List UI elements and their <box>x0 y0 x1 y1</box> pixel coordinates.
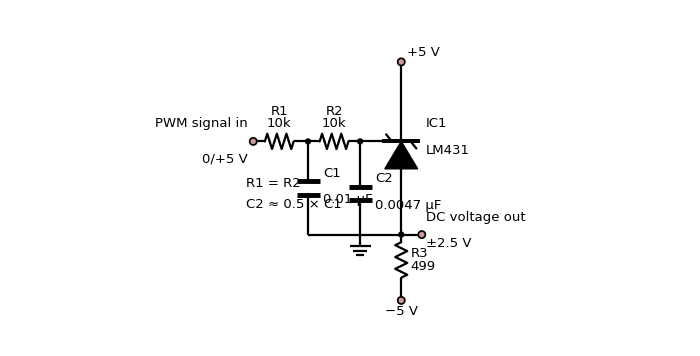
Text: IC1: IC1 <box>426 117 447 130</box>
Text: R2: R2 <box>326 105 343 118</box>
Text: 0.0047 μF: 0.0047 μF <box>375 199 442 212</box>
Text: +5 V: +5 V <box>407 46 440 59</box>
Text: R3: R3 <box>411 247 428 260</box>
Text: R1: R1 <box>270 105 288 118</box>
Circle shape <box>398 297 405 304</box>
Polygon shape <box>385 141 418 169</box>
Text: C2 ≈ 0.5 × C1: C2 ≈ 0.5 × C1 <box>246 198 342 211</box>
Text: C2: C2 <box>375 172 393 185</box>
Text: C1: C1 <box>323 167 341 180</box>
Circle shape <box>399 232 404 237</box>
Text: 10k: 10k <box>267 117 292 130</box>
Circle shape <box>398 58 405 66</box>
Text: ±2.5 V: ±2.5 V <box>426 237 471 250</box>
Circle shape <box>358 139 363 144</box>
Text: 0/+5 V: 0/+5 V <box>202 152 248 166</box>
Circle shape <box>418 231 426 238</box>
Circle shape <box>306 139 311 144</box>
Text: 499: 499 <box>411 260 436 273</box>
Text: 0.01 μF: 0.01 μF <box>323 194 372 206</box>
Text: 10k: 10k <box>322 117 346 130</box>
Text: R1 = R2: R1 = R2 <box>246 177 301 190</box>
Text: PWM signal in: PWM signal in <box>155 117 248 130</box>
Circle shape <box>250 138 257 145</box>
Text: LM431: LM431 <box>426 144 470 157</box>
Text: −5 V: −5 V <box>385 304 418 318</box>
Text: DC voltage out: DC voltage out <box>426 211 526 224</box>
